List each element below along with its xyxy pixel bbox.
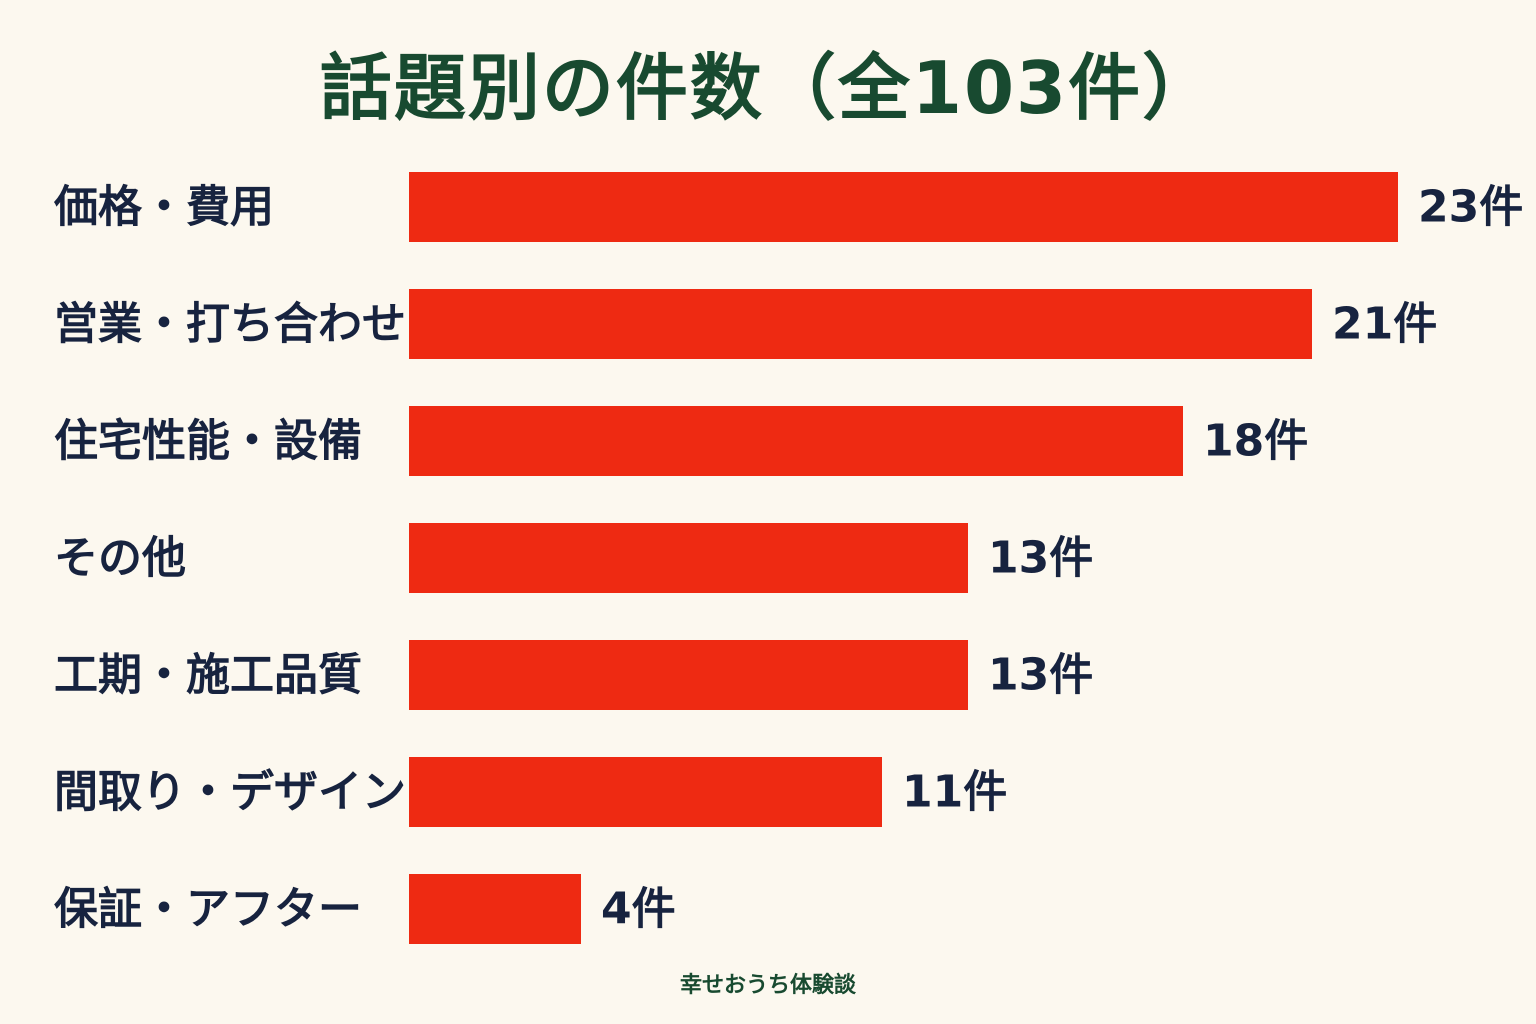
bar bbox=[409, 757, 882, 827]
bar bbox=[409, 172, 1398, 242]
value-label: 13件 bbox=[988, 650, 1093, 701]
category-label: 工期・施工品質 bbox=[54, 650, 362, 701]
value-label: 13件 bbox=[988, 533, 1093, 584]
category-label: 間取り・デザイン bbox=[54, 767, 406, 818]
bar bbox=[409, 406, 1183, 476]
bar bbox=[409, 523, 968, 593]
category-label: 住宅性能・設備 bbox=[54, 416, 362, 467]
bar bbox=[409, 640, 968, 710]
category-label: 価格・費用 bbox=[53, 182, 274, 233]
category-label: その他 bbox=[54, 533, 186, 584]
value-label: 21件 bbox=[1332, 299, 1437, 350]
chart-title: 話題別の件数（全103件） bbox=[319, 46, 1217, 130]
value-label: 11件 bbox=[902, 767, 1007, 818]
bar bbox=[409, 874, 581, 944]
bar bbox=[409, 289, 1312, 359]
value-label: 23件 bbox=[1418, 182, 1523, 233]
category-label: 営業・打ち合わせ bbox=[54, 299, 406, 350]
category-label: 保証・アフター bbox=[54, 884, 362, 935]
value-label: 18件 bbox=[1203, 416, 1308, 467]
value-label: 4件 bbox=[601, 884, 676, 935]
footer-credit: 幸せおうち体験談 bbox=[679, 973, 856, 998]
